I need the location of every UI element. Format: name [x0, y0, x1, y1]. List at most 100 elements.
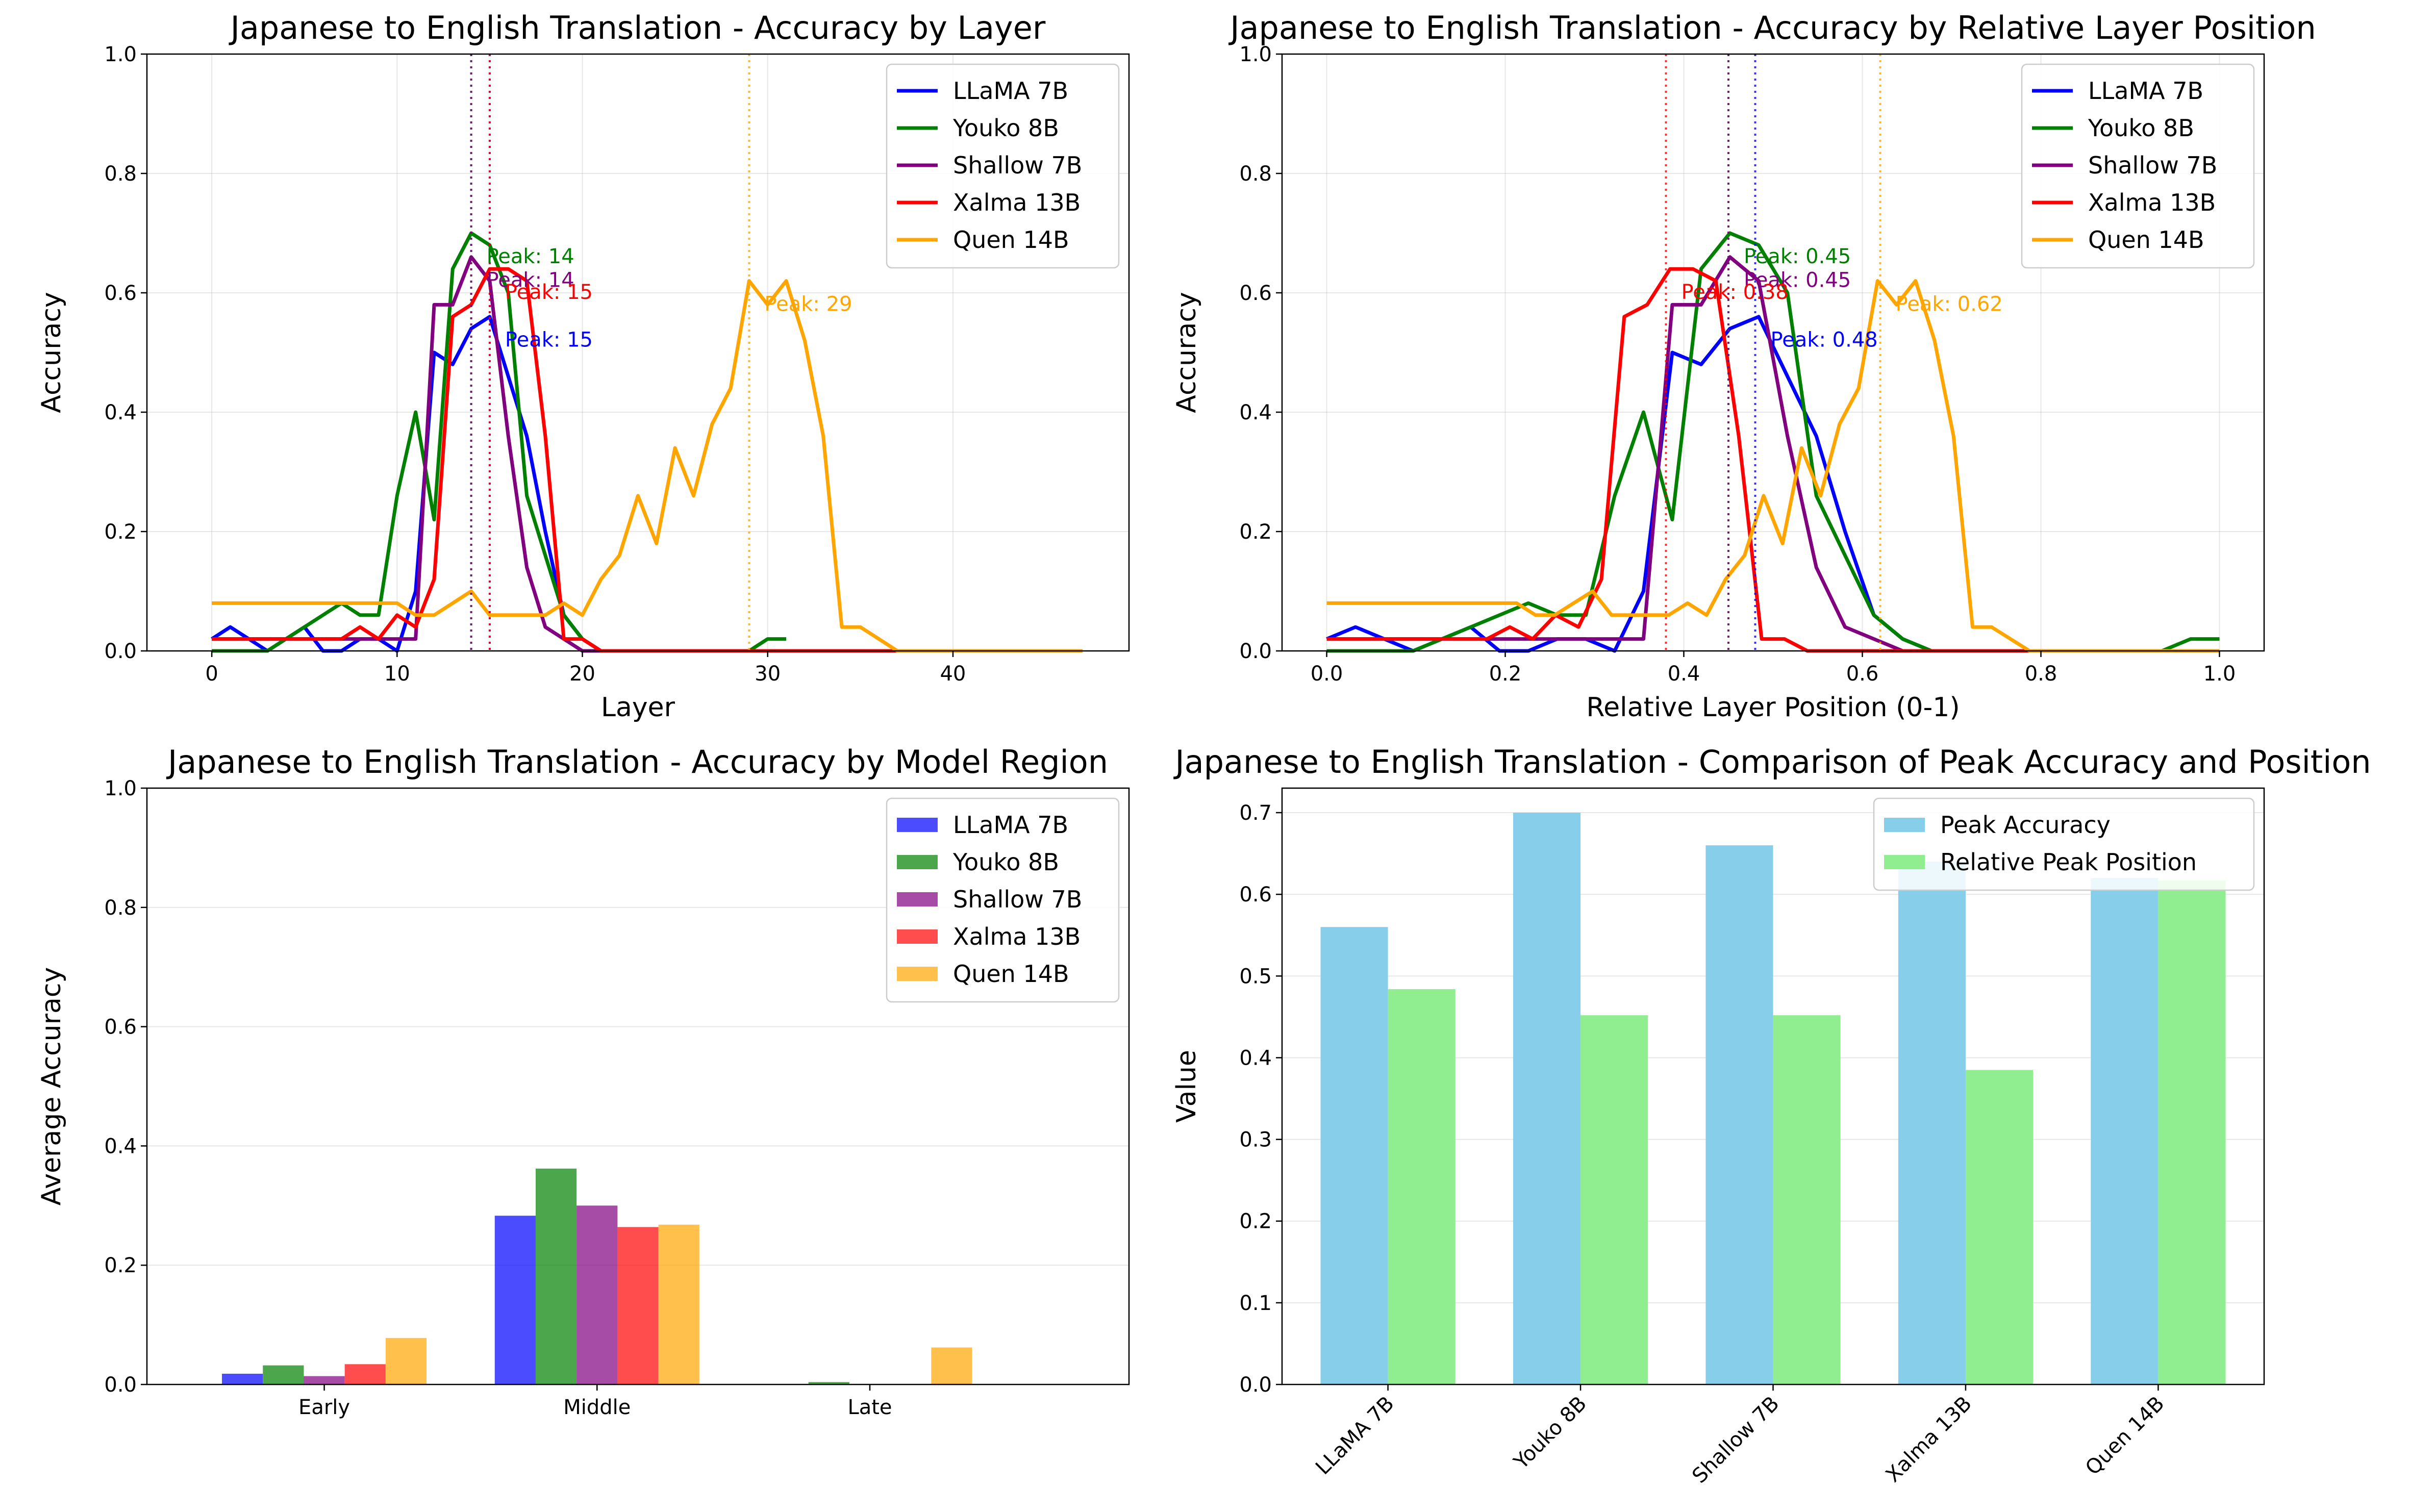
bar-peak-accuracy	[1320, 927, 1388, 1384]
legend-label: Shallow 7B	[953, 886, 1082, 913]
peak-annotation: Peak: 0.45	[1744, 245, 1851, 268]
y-tick-label: 0.6	[1239, 282, 1272, 305]
x-axis-label: Relative Layer Position (0-1)	[1586, 692, 1960, 723]
peak-annotation: Peak: 0.38	[1682, 281, 1789, 304]
bar-chart-peak-comparison: LLaMA 7B Youko 8B Shallow 7B Xalma 13B Quen …	[1171, 743, 2371, 1488]
y-tick-label: 0.2	[1239, 1210, 1272, 1233]
peak-annotation: Peak: 0.62	[1896, 292, 2003, 316]
axes-frame	[146, 53, 1130, 652]
bar-relative-peak-position	[1773, 1015, 1841, 1384]
y-tick-label: 1.0	[104, 777, 137, 800]
y-tick-label: 0.6	[104, 282, 137, 305]
legend-label: Xalma 13B	[953, 189, 1081, 216]
bar-relative-peak-position	[2158, 880, 2226, 1384]
bar-relative-peak-position	[1388, 989, 1456, 1384]
bar-youko-8b	[808, 1382, 849, 1384]
legend-swatch-relative-peak-position	[1884, 855, 1925, 869]
bar-xalma-13b	[344, 1364, 386, 1384]
y-axis-label: Accuracy	[1171, 292, 1202, 413]
bar-youko-8b	[263, 1365, 304, 1384]
legend-label: LLaMA 7B	[953, 811, 1068, 839]
x-axis-label: Layer	[601, 692, 675, 723]
y-tick-label: 0.2	[104, 1254, 137, 1277]
y-tick-label: 0.1	[1239, 1292, 1272, 1315]
y-tick-label: 0.0	[1239, 1373, 1272, 1397]
x-tick-label: 0.8	[2025, 662, 2057, 686]
y-tick-label: 0.7	[1239, 801, 1272, 825]
y-tick-label: 0.4	[1239, 401, 1272, 424]
y-tick-label: 0.4	[1239, 1046, 1272, 1070]
peak-annotation: Peak: 29	[764, 292, 852, 316]
bar-xalma-13b	[617, 1227, 659, 1384]
legend-swatch-shallow-7b	[897, 892, 938, 906]
chart-title: Japanese to English Translation - Compar…	[1173, 743, 2371, 780]
legend-label: Youko 8B	[2088, 114, 2194, 142]
bar-chart-model-region: Early Middle Late 0.0 0.2 0.4 0.6 0.8 1.0 Japanes…	[36, 743, 1130, 1419]
y-tick-label: 0.4	[104, 401, 137, 424]
y-tick-label: 0.0	[104, 640, 137, 663]
legend-label: Shallow 7B	[953, 152, 1082, 179]
legend-swatch-xalma-13b	[897, 929, 938, 944]
bar-peak-accuracy	[2091, 878, 2159, 1384]
y-axis-label: Value	[1171, 1050, 1202, 1123]
legend: Peak Accuracy Relative Peak Position	[1873, 797, 2255, 891]
bar-relative-peak-position	[1965, 1070, 2034, 1384]
legend-label: Youko 8B	[952, 848, 1059, 876]
bar-relative-peak-position	[1580, 1015, 1648, 1384]
chart-title: Japanese to English Translation - Accura…	[166, 743, 1108, 780]
legend-swatch-quen-14b	[897, 967, 938, 981]
bar-peak-accuracy	[1705, 845, 1773, 1384]
legend-label: Youko 8B	[952, 114, 1059, 142]
axes-frame	[146, 787, 1130, 1385]
x-tick-label: 0.2	[1489, 662, 1522, 686]
peak-annotation: Peak: 15	[505, 281, 593, 304]
y-tick-label: 1.0	[104, 43, 137, 66]
legend-label: Quen 14B	[953, 960, 1069, 988]
axes-frame	[1281, 53, 2265, 652]
x-tick-label: 40	[940, 662, 966, 686]
bar-shallow-7b	[576, 1205, 618, 1384]
x-tick-label: 10	[384, 662, 410, 686]
legend: LLaMA 7B Youko 8B Shallow 7B Xalma 13B Quen …	[886, 63, 1120, 269]
y-axis-label: Accuracy	[36, 292, 67, 413]
bar-shallow-7b	[304, 1376, 345, 1384]
legend-label: Relative Peak Position	[1940, 848, 2197, 876]
y-tick-label: 0.2	[1239, 520, 1272, 544]
legend-box	[2021, 63, 2255, 269]
peak-annotation: Peak: 0.45	[1744, 269, 1851, 292]
peak-annotation: Peak: 14	[487, 245, 574, 268]
bar-quen-14b	[385, 1338, 427, 1384]
y-tick-label: 0.6	[1239, 883, 1272, 906]
y-axis-label: Average Accuracy	[36, 967, 67, 1205]
bar-llama-7b	[222, 1373, 263, 1384]
y-tick-label: 1.0	[1239, 43, 1272, 66]
y-tick-label: 0.6	[104, 1016, 137, 1039]
legend-swatch-peak-accuracy	[1884, 818, 1925, 832]
y-tick-label: 0.0	[104, 1373, 137, 1397]
y-tick-label: 0.8	[104, 162, 137, 186]
legend-box	[1873, 797, 2255, 891]
bar-quen-14b	[931, 1347, 972, 1384]
chart-title: Japanese to English Translation - Accura…	[1228, 9, 2316, 46]
y-tick-label: 0.2	[104, 520, 137, 544]
x-tick-label: 1.0	[2203, 662, 2236, 686]
legend-label: Quen 14B	[953, 226, 1069, 254]
x-tick-label: 0.6	[1846, 662, 1879, 686]
x-tick-label: 0.0	[1311, 662, 1343, 686]
legend-label: Quen 14B	[2088, 226, 2204, 254]
peak-annotation: Peak: 0.48	[1771, 329, 1878, 352]
legend-swatch-llama-7b	[897, 818, 938, 832]
legend-label: Xalma 13B	[953, 923, 1081, 950]
y-tick-label: 0.8	[1239, 162, 1272, 186]
y-tick-label: 0.3	[1239, 1128, 1272, 1152]
y-tick-label: 0.8	[104, 896, 137, 920]
legend-label: Xalma 13B	[2088, 189, 2216, 216]
legend: LLaMA 7B Youko 8B Shallow 7B Xalma 13B Quen …	[886, 797, 1120, 1003]
x-tick-label: Late	[847, 1396, 892, 1419]
y-tick-label: 0.0	[1239, 640, 1272, 663]
axes-frame	[1281, 787, 2265, 1385]
y-tick-label: 0.4	[104, 1135, 137, 1158]
